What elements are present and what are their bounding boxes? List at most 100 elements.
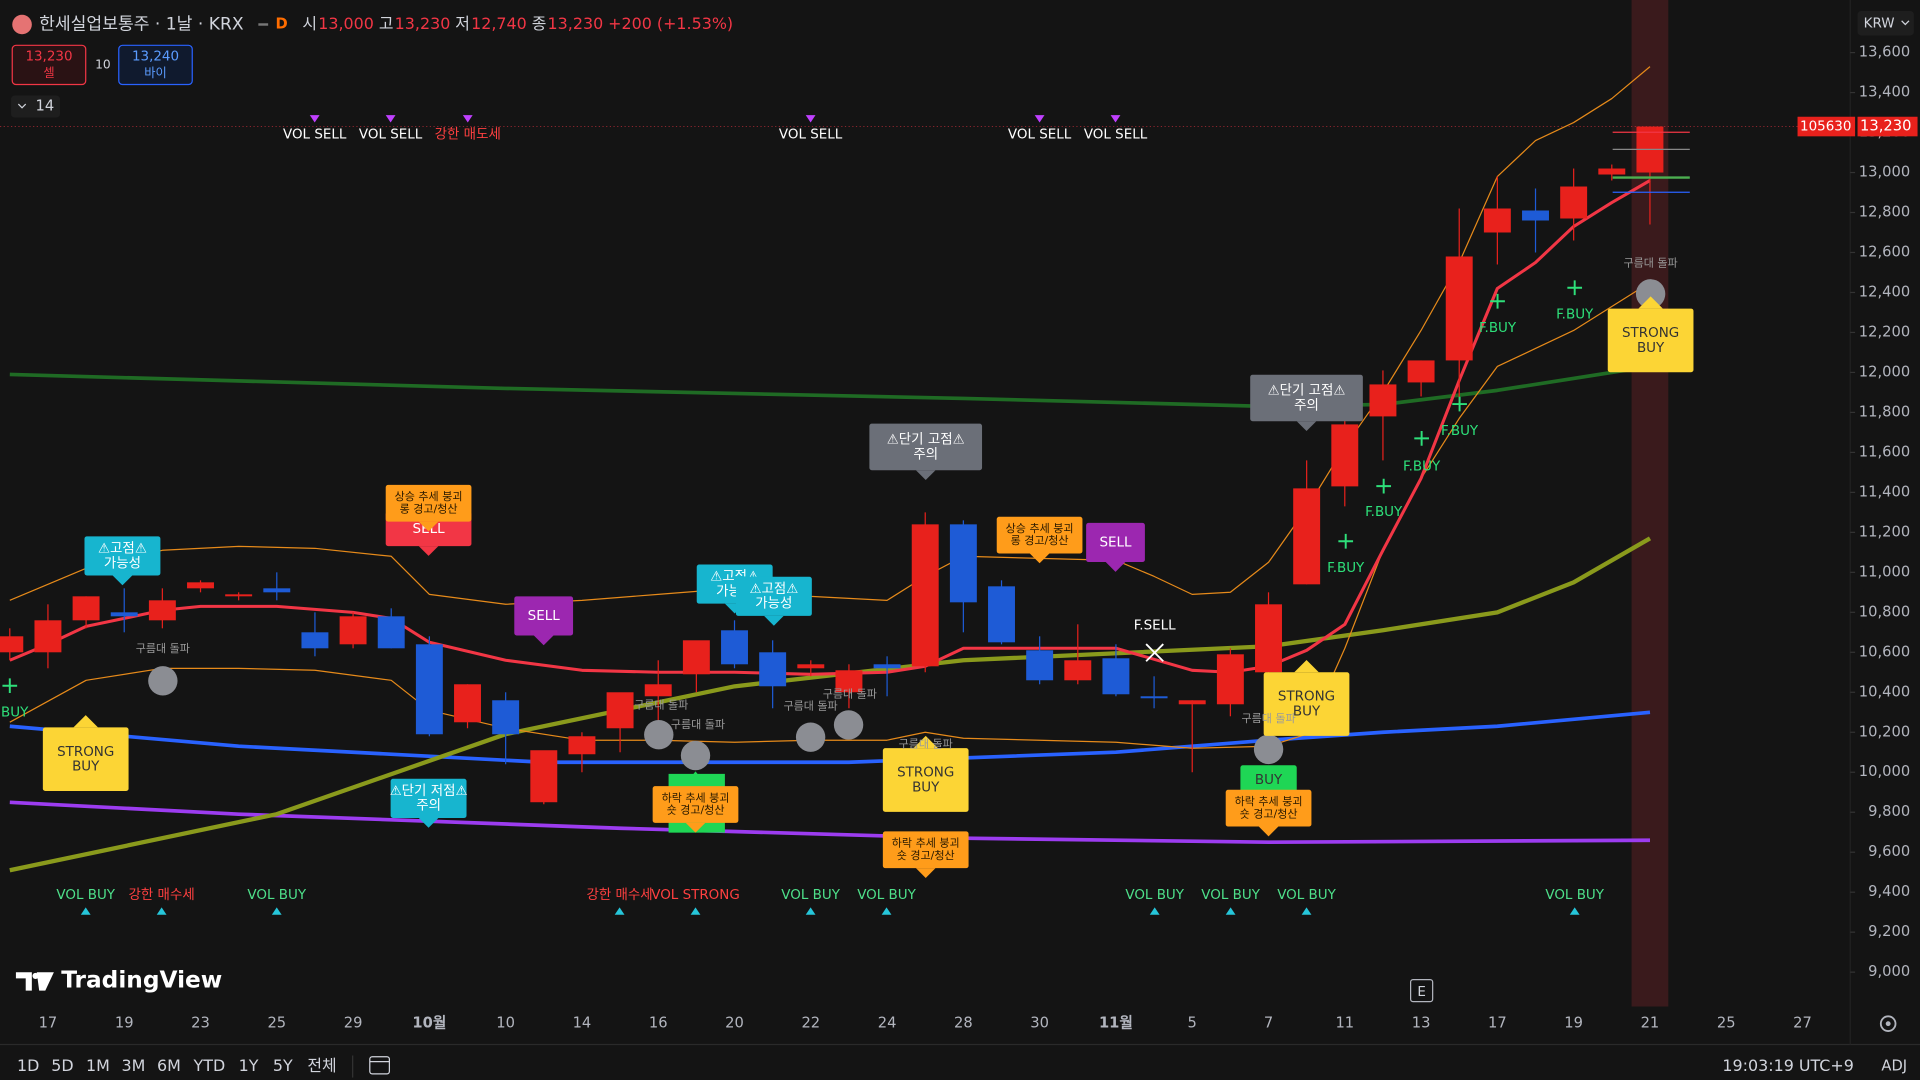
signal-triangle	[1225, 907, 1236, 915]
candle-body	[263, 588, 291, 593]
signal-text: 강한 매수세	[587, 887, 653, 903]
y-tick-label: 13,400	[1859, 84, 1910, 101]
timeframe-button[interactable]: 3M	[122, 1056, 146, 1075]
calendar-icon[interactable]	[369, 1056, 391, 1075]
x-tick-label: 17	[39, 1015, 58, 1032]
annotation: VOL BUY	[1125, 888, 1185, 915]
annotation: F.BUY	[1479, 321, 1517, 336]
signal-triangle	[385, 115, 396, 123]
countdown: 105630	[1800, 120, 1851, 135]
y-tick-label: 11,800	[1859, 403, 1910, 420]
ohlc-label: 시	[302, 14, 317, 33]
currency[interactable]: KRW	[1864, 16, 1895, 31]
signal-triangle	[881, 907, 892, 915]
candle-body	[492, 700, 520, 735]
settings-icon[interactable]	[1879, 1015, 1897, 1032]
x-tick-label: 14	[573, 1015, 592, 1032]
label-box	[1263, 672, 1350, 736]
timeframe-button[interactable]: 1M	[86, 1056, 110, 1075]
signal-text: VOL BUY	[56, 888, 115, 903]
candle-body	[110, 612, 138, 617]
timeframe-button[interactable]: YTD	[193, 1056, 226, 1075]
y-tick-label: 10,600	[1859, 643, 1910, 660]
adjust-toggle[interactable]: ADJ	[1881, 1058, 1907, 1075]
x-tick-label: 19	[115, 1015, 134, 1032]
annotation: VOL STRONG	[651, 888, 740, 915]
sell-button[interactable]	[11, 44, 87, 86]
label-pointer	[1294, 660, 1319, 673]
label-text: ⚠고점⚠	[98, 541, 147, 557]
spread: 10	[95, 57, 111, 71]
candle-body	[454, 684, 481, 723]
ohlc-label: 종	[532, 14, 547, 33]
annotation: 구름대 돌파	[136, 642, 190, 655]
signal-text: VOL SELL	[283, 128, 347, 143]
label-box	[996, 516, 1083, 554]
signal-triangle	[1110, 115, 1121, 123]
label-pointer	[1296, 421, 1317, 432]
ohlc-value: 12,740	[471, 14, 527, 33]
candle-body	[1026, 650, 1054, 681]
label-pointer	[685, 822, 706, 833]
signal-triangle	[309, 115, 320, 123]
y-tick-label: 10,800	[1859, 603, 1910, 620]
clock: 19:03:19 UTC+9	[1722, 1056, 1853, 1075]
candle-body	[0, 636, 24, 653]
signal-text: VOL BUY	[857, 888, 916, 903]
timeframe-button[interactable]: 5D	[51, 1056, 73, 1075]
timeframe-button[interactable]: 1D	[17, 1056, 39, 1075]
y-tick-label: 9,200	[1868, 923, 1910, 940]
change: +200 (+1.53%)	[608, 14, 733, 33]
ohlc-value: 13,000	[318, 14, 374, 33]
signal-triangle	[156, 907, 167, 915]
logo-mark	[15, 972, 54, 991]
signal-text: VOL BUY	[1277, 888, 1336, 903]
x-tick-label: 10	[496, 1015, 515, 1032]
candle-body	[72, 596, 100, 621]
symbol-icon	[12, 14, 32, 35]
candle-body	[339, 616, 367, 645]
candle-body	[1331, 424, 1359, 487]
annotation: 구름대 돌파	[899, 737, 953, 750]
annotation: VOL BUY	[1545, 888, 1605, 915]
annotation: 구름대 돌파	[823, 687, 877, 700]
y-tick-label: 11,600	[1859, 443, 1910, 460]
timeframe-button[interactable]: 5Y	[273, 1056, 293, 1075]
candle-body	[988, 586, 1015, 643]
last-price-tag	[1857, 116, 1918, 137]
y-tick-label: 12,000	[1859, 363, 1910, 380]
candle-body	[530, 750, 558, 803]
annotation: VOL SELL	[1084, 115, 1148, 143]
label-box	[1086, 522, 1145, 563]
annotation: VOL BUY	[1277, 888, 1337, 915]
label-pointer	[1258, 826, 1279, 837]
label-text: 숏 경고/청산	[667, 804, 725, 817]
label-box	[869, 423, 983, 471]
annotation: 상승 추세 붕괴롱 경고/청산	[385, 484, 472, 532]
x-tick-label: 7	[1264, 1015, 1273, 1032]
y-tick-label: 11,200	[1859, 523, 1910, 540]
candle-body	[1560, 186, 1588, 219]
annotation: 강한 매수세	[587, 887, 653, 915]
annotation: BUY	[1240, 765, 1297, 795]
indicator-toggle[interactable]	[11, 95, 60, 118]
x-tick-label: 13	[1412, 1015, 1431, 1032]
label-pointer	[915, 470, 936, 480]
x-tick-label: 23	[191, 1015, 210, 1032]
annotation: F.BUY	[1403, 460, 1441, 475]
timeframe-button[interactable]: 1Y	[239, 1056, 259, 1075]
interval-badge: D	[275, 15, 287, 32]
cloud-marker	[1635, 279, 1666, 309]
ohlc-label: 고	[379, 14, 394, 33]
buy-button[interactable]	[118, 44, 193, 86]
signal-triangle	[690, 907, 701, 915]
timeframe-button[interactable]: 전체	[307, 1056, 336, 1075]
label-text: STRONG	[897, 766, 954, 781]
label-text: 상승 추세 붕괴	[1006, 522, 1074, 535]
event-marker-box[interactable]	[1410, 978, 1434, 1003]
cloud-marker	[148, 666, 178, 696]
timeframe-button[interactable]: 6M	[157, 1056, 181, 1075]
label-text: ⚠고점⚠	[749, 581, 798, 597]
